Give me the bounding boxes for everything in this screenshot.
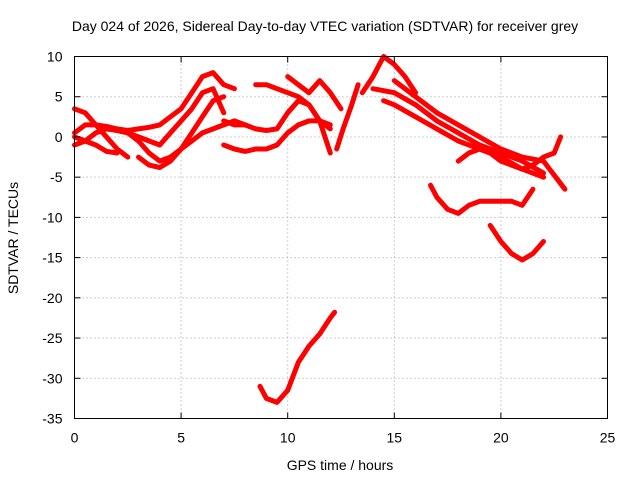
y-tick-label: -10 bbox=[42, 209, 62, 225]
y-tick-label: -30 bbox=[42, 370, 62, 386]
series-line-s17 bbox=[428, 182, 536, 216]
series-line-s13 bbox=[370, 86, 546, 176]
series-line-s4 bbox=[72, 134, 120, 156]
series-line-s6 bbox=[136, 94, 227, 170]
y-tick-label: 5 bbox=[55, 89, 63, 105]
series-group bbox=[72, 54, 568, 405]
y-tick-label: 10 bbox=[47, 49, 63, 65]
x-axis-label: GPS time / hours bbox=[287, 457, 394, 473]
series-line-s19 bbox=[257, 309, 338, 405]
series-line-s12 bbox=[359, 54, 419, 96]
y-tick-label: -25 bbox=[42, 330, 62, 346]
y-axis-label: SDTVAR / TECUs bbox=[5, 182, 21, 294]
y-tick-label: -15 bbox=[42, 250, 62, 266]
series-line-s16 bbox=[455, 134, 564, 172]
plot-frame bbox=[74, 56, 608, 419]
series-line-s8 bbox=[221, 118, 333, 154]
series-line-s1 bbox=[72, 70, 237, 136]
y-tick-label: 0 bbox=[55, 129, 63, 145]
grid-lines bbox=[74, 56, 608, 419]
y-tick-label: -35 bbox=[42, 411, 62, 427]
chart-title: Day 024 of 2026, Sidereal Day-to-day VTE… bbox=[72, 18, 578, 34]
x-tick-label: 20 bbox=[493, 430, 509, 446]
x-tick-label: 0 bbox=[71, 430, 79, 446]
x-tick-label: 10 bbox=[280, 430, 296, 446]
series-line-s3 bbox=[72, 106, 131, 160]
y-axis-ticks: 10 5 0 -5 -10 -15 -20 -25 -30 -35 bbox=[42, 49, 608, 427]
y-tick-label: -20 bbox=[42, 290, 62, 306]
x-tick-label: 15 bbox=[387, 430, 403, 446]
series-line-s9 bbox=[253, 82, 333, 156]
x-tick-label: 5 bbox=[177, 430, 185, 446]
series-line-s10 bbox=[285, 74, 344, 112]
series-line-s18 bbox=[487, 222, 546, 263]
x-tick-label: 25 bbox=[600, 430, 616, 446]
y-tick-label: -5 bbox=[50, 169, 63, 185]
x-axis-ticks: 0 5 10 15 20 25 bbox=[71, 56, 616, 446]
series-line-s11 bbox=[334, 82, 361, 152]
